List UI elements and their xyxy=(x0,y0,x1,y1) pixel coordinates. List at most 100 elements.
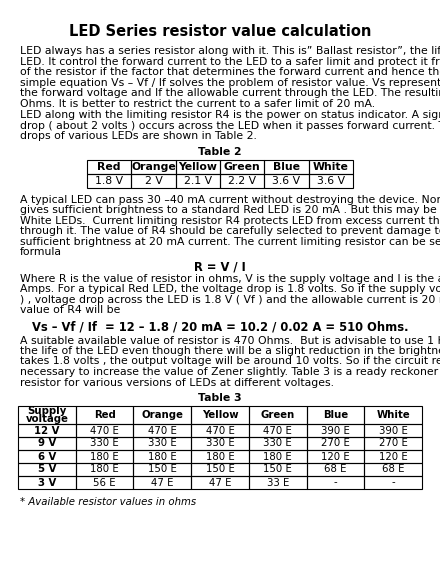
Text: 470 E: 470 E xyxy=(90,426,119,435)
Text: 1.8 V: 1.8 V xyxy=(95,175,123,185)
Bar xyxy=(364,476,422,489)
Bar xyxy=(191,437,249,450)
Text: White: White xyxy=(313,162,349,171)
Bar xyxy=(191,424,249,437)
Text: drops of various LEDs are shown in Table 2.: drops of various LEDs are shown in Table… xyxy=(20,131,257,141)
Text: 150 E: 150 E xyxy=(263,464,292,475)
Text: 2 V: 2 V xyxy=(145,175,162,185)
Text: 390 E: 390 E xyxy=(379,426,407,435)
Text: -: - xyxy=(334,477,337,488)
Text: 9 V: 9 V xyxy=(38,439,56,448)
Text: 470 E: 470 E xyxy=(205,426,235,435)
Bar xyxy=(364,463,422,476)
Bar xyxy=(307,476,364,489)
Text: 33 E: 33 E xyxy=(267,477,289,488)
Bar xyxy=(131,174,176,188)
Text: 180 E: 180 E xyxy=(90,451,119,461)
Text: Green: Green xyxy=(224,162,260,171)
Text: Red: Red xyxy=(94,410,116,420)
Text: 120 E: 120 E xyxy=(321,451,350,461)
Text: takes 1.8 volts , the output voltage will be around 10 volts. So if the circuit : takes 1.8 volts , the output voltage wil… xyxy=(20,357,440,366)
Text: 330 E: 330 E xyxy=(90,439,119,448)
Text: ) , voltage drop across the LED is 1.8 V ( Vf ) and the allowable current is 20 : ) , voltage drop across the LED is 1.8 V… xyxy=(20,295,440,304)
Bar xyxy=(87,159,131,174)
Text: Where R is the value of resistor in ohms, V is the supply voltage and I is the a: Where R is the value of resistor in ohms… xyxy=(20,274,440,283)
Text: voltage: voltage xyxy=(26,414,68,423)
Bar xyxy=(133,424,191,437)
Bar xyxy=(364,406,422,424)
Text: LED. It control the forward current to the LED to a safer limit and protect it f: LED. It control the forward current to t… xyxy=(20,56,440,67)
Bar xyxy=(133,476,191,489)
Text: 6 V: 6 V xyxy=(38,451,56,461)
Text: through it. The value of R4 should be carefully selected to prevent damage to LE: through it. The value of R4 should be ca… xyxy=(20,226,440,236)
Bar xyxy=(220,174,264,188)
Text: White: White xyxy=(376,410,410,420)
Text: of the resistor if the factor that determines the forward current and hence the : of the resistor if the factor that deter… xyxy=(20,67,440,77)
Bar xyxy=(364,424,422,437)
Bar xyxy=(76,437,133,450)
Text: 68 E: 68 E xyxy=(382,464,404,475)
Text: Blue: Blue xyxy=(273,162,300,171)
Text: R = V / I: R = V / I xyxy=(194,261,246,274)
Text: value of R4 will be: value of R4 will be xyxy=(20,305,121,315)
Text: 330 E: 330 E xyxy=(263,439,292,448)
Bar xyxy=(133,406,191,424)
Text: Red: Red xyxy=(97,162,121,171)
Bar xyxy=(18,476,76,489)
Bar xyxy=(76,406,133,424)
Text: 3 V: 3 V xyxy=(38,477,56,488)
Bar xyxy=(249,463,307,476)
Bar xyxy=(307,437,364,450)
Text: Yellow: Yellow xyxy=(202,410,238,420)
Bar xyxy=(191,476,249,489)
Text: simple equation Vs – Vf / If solves the problem of resistor value. Vs represents: simple equation Vs – Vf / If solves the … xyxy=(20,77,440,88)
Text: Supply: Supply xyxy=(27,406,66,417)
Bar xyxy=(18,406,76,424)
Text: 150 E: 150 E xyxy=(205,464,235,475)
Text: White LEDs.  Current limiting resistor R4 protects LED from excess current that : White LEDs. Current limiting resistor R4… xyxy=(20,216,440,225)
Text: the forward voltage and If the allowable current through the LED. The resulting : the forward voltage and If the allowable… xyxy=(20,88,440,98)
Bar xyxy=(18,424,76,437)
Bar xyxy=(76,424,133,437)
Text: 330 E: 330 E xyxy=(148,439,177,448)
Text: 3.6 V: 3.6 V xyxy=(317,175,345,185)
Bar xyxy=(264,159,309,174)
Bar xyxy=(249,476,307,489)
Text: 120 E: 120 E xyxy=(379,451,407,461)
Bar xyxy=(87,174,131,188)
Text: 180 E: 180 E xyxy=(148,451,177,461)
Text: 47 E: 47 E xyxy=(151,477,173,488)
Text: 180 E: 180 E xyxy=(263,451,292,461)
Text: * Available resistor values in ohms: * Available resistor values in ohms xyxy=(20,497,196,507)
Text: sufficient brightness at 20 mA current. The current limiting resistor can be sel: sufficient brightness at 20 mA current. … xyxy=(20,237,440,246)
Bar xyxy=(264,174,309,188)
Text: Table 3: Table 3 xyxy=(198,393,242,403)
Bar xyxy=(364,437,422,450)
Bar xyxy=(220,159,264,174)
Bar xyxy=(191,450,249,463)
Text: 56 E: 56 E xyxy=(93,477,116,488)
Text: formula: formula xyxy=(20,247,62,257)
Text: 5 V: 5 V xyxy=(37,464,56,475)
Text: Blue: Blue xyxy=(323,410,348,420)
Bar xyxy=(309,159,353,174)
Text: 12 V: 12 V xyxy=(34,426,59,435)
Text: 470 E: 470 E xyxy=(263,426,292,435)
Text: 47 E: 47 E xyxy=(209,477,231,488)
Text: Table 2: Table 2 xyxy=(198,146,242,156)
Text: 390 E: 390 E xyxy=(321,426,350,435)
Bar xyxy=(249,406,307,424)
Text: 150 E: 150 E xyxy=(148,464,177,475)
Text: Yellow: Yellow xyxy=(178,162,217,171)
Text: gives sufficient brightness to a standard Red LED is 20 mA . But this may be 40 : gives sufficient brightness to a standar… xyxy=(20,205,440,215)
Text: LED along with the limiting resistor R4 is the power on status indicator. A sign: LED along with the limiting resistor R4 … xyxy=(20,110,440,120)
Text: Ohms. It is better to restrict the current to a safer limit of 20 mA.: Ohms. It is better to restrict the curre… xyxy=(20,98,375,109)
Bar xyxy=(307,450,364,463)
Text: 2.1 V: 2.1 V xyxy=(184,175,212,185)
Bar xyxy=(307,424,364,437)
Text: Orange: Orange xyxy=(141,410,183,420)
Bar xyxy=(364,450,422,463)
Bar xyxy=(249,437,307,450)
Bar xyxy=(18,437,76,450)
Bar xyxy=(76,476,133,489)
